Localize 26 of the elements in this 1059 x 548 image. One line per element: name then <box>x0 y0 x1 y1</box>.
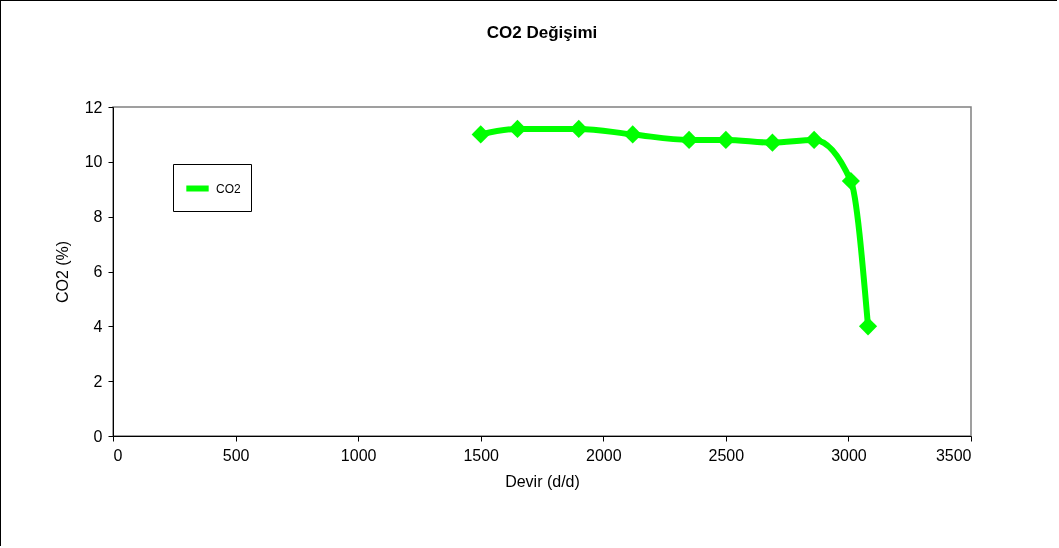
y-axis-title: CO2 (%) <box>53 240 71 304</box>
point <box>858 317 878 336</box>
point <box>623 125 642 144</box>
y-tick-label: 10 <box>84 153 103 171</box>
legend-label: CO2 <box>216 181 241 196</box>
y-tick-label: 0 <box>93 427 103 445</box>
y-tick-label: 2 <box>93 372 103 390</box>
point <box>805 130 824 149</box>
x-tick-label: 2000 <box>585 446 622 464</box>
x-tick-label: 1000 <box>340 446 377 464</box>
y-tick-label: 6 <box>93 263 103 280</box>
y-tick-label: 12 <box>84 98 103 116</box>
y-tick-label: 8 <box>93 208 103 226</box>
x-tick-label: 2500 <box>708 446 745 464</box>
x-tick-label: 0 <box>113 446 123 464</box>
point <box>471 125 490 144</box>
point <box>841 171 860 191</box>
chart-title: CO2 Değişimi <box>486 23 598 42</box>
x-axis-title: Devir (d/d) <box>505 472 580 490</box>
x-tick-label: 3500 <box>935 446 972 464</box>
x-tick-label: 3000 <box>831 446 867 464</box>
y-tick-label: 4 <box>93 317 103 335</box>
point <box>569 119 588 139</box>
x-tick-label: 500 <box>222 446 250 464</box>
x-tick-label: 1500 <box>463 446 500 464</box>
point <box>508 119 527 139</box>
